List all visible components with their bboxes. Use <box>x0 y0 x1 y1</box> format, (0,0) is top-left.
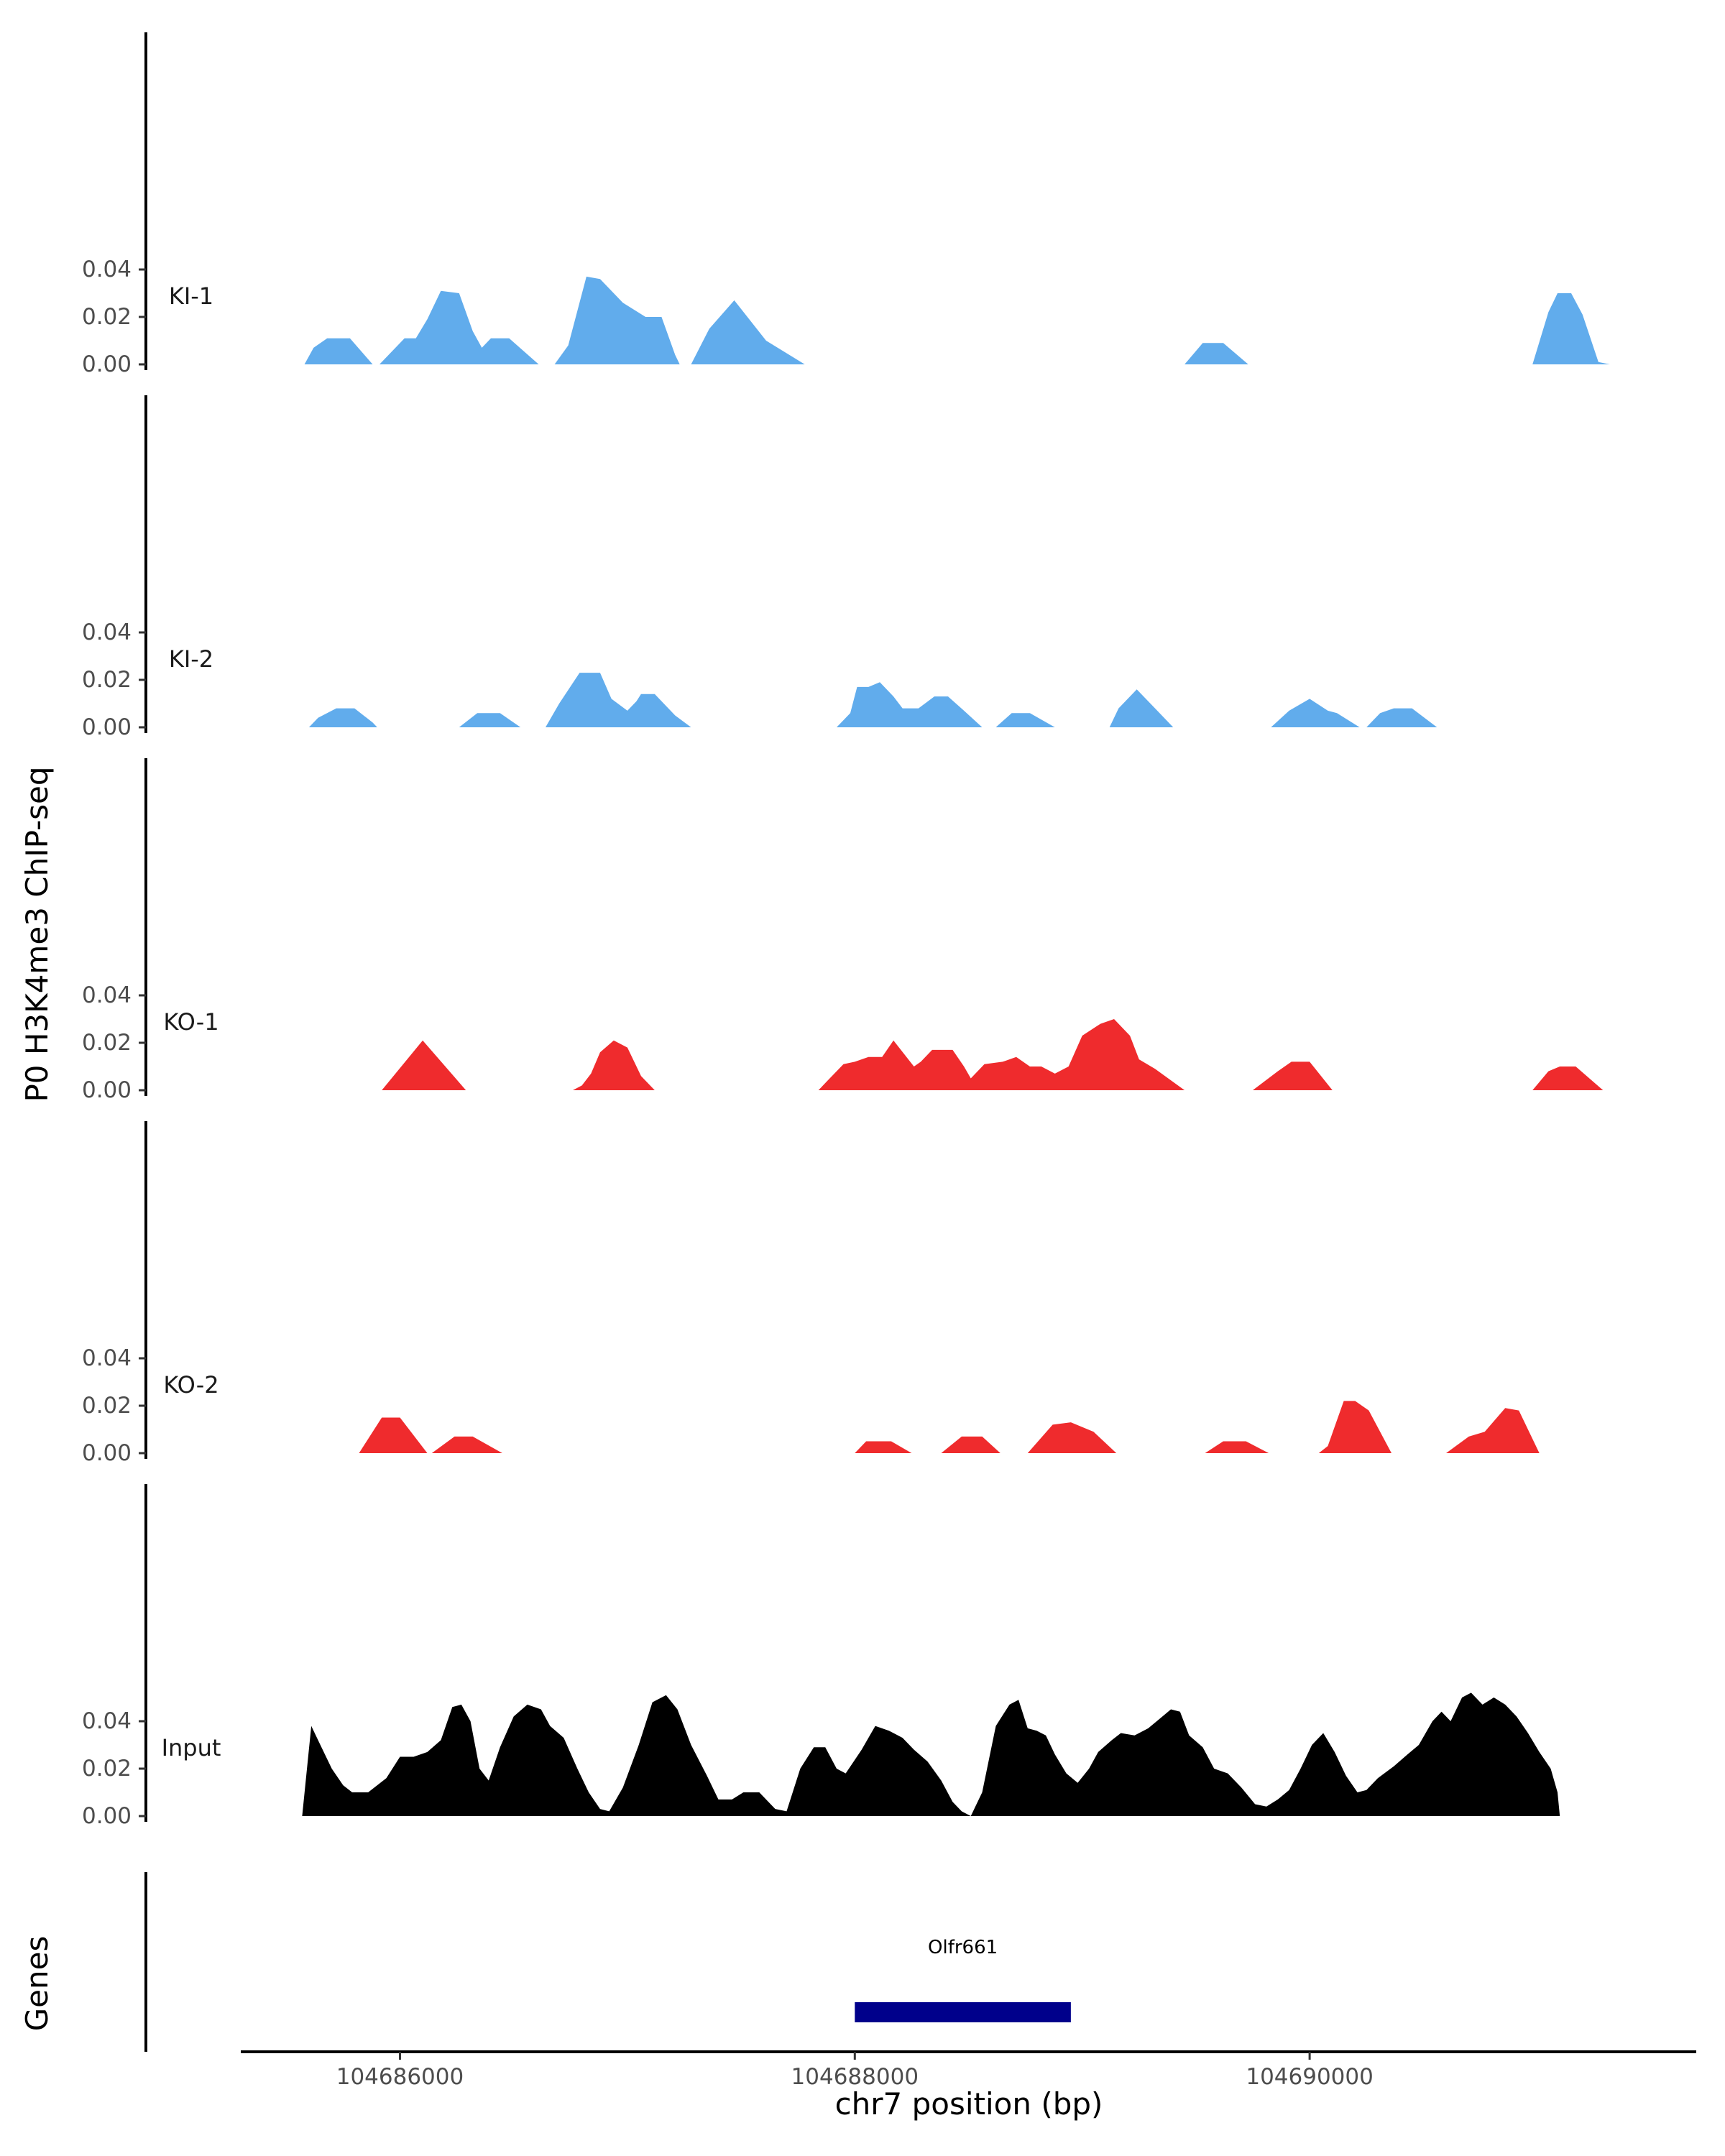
x-tick-label: 104686000 <box>336 2064 464 2090</box>
track-ki-2: 0.00 0.02 0.04 KI-2 <box>82 395 1442 740</box>
track-input: 0.00 0.02 0.04 Input <box>82 1484 1560 1829</box>
track-label: Input <box>162 1734 221 1761</box>
gene-label: Olfr661 <box>928 1937 998 1958</box>
gene-panel: Olfr661 <box>144 1872 1071 2052</box>
track-label: KO-2 <box>163 1371 218 1399</box>
track-label: KI-1 <box>169 282 213 310</box>
track-area-ko-1 <box>382 1019 1604 1090</box>
y-tick-label: 0.02 <box>82 1756 132 1782</box>
track-area-ki-1 <box>304 276 1610 364</box>
y-tick-label: 0.04 <box>82 1708 132 1734</box>
track-label: KO-1 <box>163 1008 218 1036</box>
x-axis-title: chr7 position (bp) <box>835 2086 1103 2122</box>
y-tick-label: 0.04 <box>82 982 132 1008</box>
y-tick-label: 0.00 <box>82 1077 132 1103</box>
track-area-ki-2 <box>308 673 1442 727</box>
y-tick-label: 0.04 <box>82 619 132 645</box>
y-tick-label: 0.00 <box>82 1440 132 1466</box>
track-area-ko-2 <box>359 1401 1542 1453</box>
y-tick-label: 0.00 <box>82 714 132 740</box>
y-tick-label: 0.02 <box>82 1393 132 1419</box>
y-tick-label: 0.02 <box>82 667 132 693</box>
x-tick-label: 104690000 <box>1246 2064 1374 2090</box>
track-label: KI-2 <box>169 645 213 673</box>
tracks-group: 0.00 0.02 0.04 KI-1 0.00 0.02 0.04 KI-2 0.00 0.02… <box>82 32 1610 1829</box>
y-tick-label: 0.04 <box>82 257 132 282</box>
y-tick-label: 0.00 <box>82 1803 132 1829</box>
track-area-input <box>302 1692 1560 1816</box>
x-axis: 104686000 104688000 104690000 <box>241 2050 1696 2090</box>
y-tick-label: 0.00 <box>82 351 132 377</box>
strand-arrow <box>965 2006 973 2019</box>
genes-axis-title: Genes <box>19 1936 55 2032</box>
y-tick-label: 0.04 <box>82 1345 132 1371</box>
track-ki-1: 0.00 0.02 0.04 KI-1 <box>82 32 1610 377</box>
x-tick-label: 104688000 <box>791 2064 919 2090</box>
track-ko-2: 0.00 0.02 0.04 KO-2 <box>82 1121 1542 1466</box>
gene-body-olfr661 <box>855 2002 1071 2022</box>
y-tick-label: 0.02 <box>82 304 132 330</box>
y-tick-label: 0.02 <box>82 1030 132 1056</box>
y-axis-title: P0 H3K4me3 ChIP-seq <box>19 766 55 1102</box>
track-ko-1: 0.00 0.02 0.04 KO-1 <box>82 758 1604 1103</box>
strand-arrow <box>857 2006 865 2019</box>
